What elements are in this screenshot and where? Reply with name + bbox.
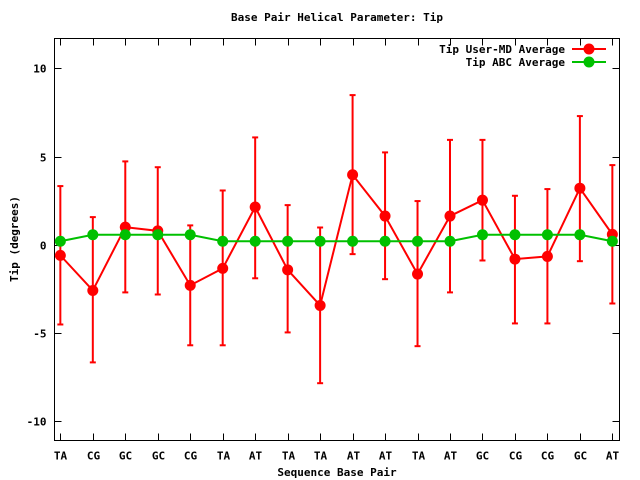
x-tick-label: CG bbox=[509, 450, 523, 463]
data-point bbox=[217, 262, 229, 274]
x-tick-label: TA bbox=[314, 450, 328, 463]
data-point bbox=[574, 229, 586, 241]
y-axis-label: Tip (degrees) bbox=[8, 196, 21, 282]
legend-marker bbox=[583, 56, 595, 68]
legend-marker bbox=[583, 43, 595, 55]
data-point bbox=[412, 268, 424, 280]
data-point bbox=[249, 235, 261, 247]
data-point bbox=[476, 229, 488, 241]
series-abc bbox=[54, 229, 618, 247]
x-tick-label: GC bbox=[119, 450, 132, 463]
series-line bbox=[59, 172, 614, 308]
x-tick-label: AT bbox=[606, 450, 620, 463]
x-tick-label: AT bbox=[249, 450, 263, 463]
data-point bbox=[184, 229, 196, 241]
data-point bbox=[541, 229, 553, 241]
data-point bbox=[574, 182, 586, 194]
plot-area: -10 -5 0 5 10 TA CG GC GC CG TA AT TA TA AT AT TA AT GC CG C… bbox=[27, 38, 620, 463]
y-tick-label: 10 bbox=[33, 63, 46, 76]
data-point bbox=[119, 221, 131, 233]
data-point bbox=[152, 229, 164, 241]
data-point bbox=[314, 299, 326, 311]
x-tick-label: TA bbox=[412, 450, 426, 463]
y-tick-label: -5 bbox=[33, 328, 46, 341]
data-point bbox=[347, 169, 359, 181]
x-tick-label: TA bbox=[217, 450, 231, 463]
x-tick-label: CG bbox=[184, 450, 198, 463]
data-point bbox=[184, 279, 196, 291]
data-point bbox=[541, 250, 553, 262]
y-tick-label: 0 bbox=[40, 240, 47, 253]
y-tick-label: 5 bbox=[40, 152, 47, 165]
data-point bbox=[282, 264, 294, 276]
data-point bbox=[249, 201, 261, 213]
chart-title: Base Pair Helical Parameter: Tip bbox=[231, 11, 443, 24]
data-point bbox=[606, 235, 618, 247]
x-tick-label: AT bbox=[347, 450, 361, 463]
data-point bbox=[314, 235, 326, 247]
data-point bbox=[379, 235, 391, 247]
data-point bbox=[509, 253, 521, 265]
x-tick-label: CG bbox=[541, 450, 555, 463]
series-user-md bbox=[54, 94, 618, 385]
data-point bbox=[54, 249, 66, 261]
x-tick-label: TA bbox=[54, 450, 68, 463]
data-point bbox=[509, 229, 521, 241]
data-point bbox=[347, 235, 359, 247]
x-tick-label: AT bbox=[444, 450, 458, 463]
data-point bbox=[379, 210, 391, 222]
x-tick-label: GC bbox=[574, 450, 587, 463]
y-tick-label: -10 bbox=[27, 416, 47, 429]
data-point bbox=[476, 194, 488, 206]
data-point bbox=[87, 284, 99, 296]
data-point bbox=[217, 235, 229, 247]
legend-label: Tip ABC Average bbox=[466, 56, 566, 69]
data-point bbox=[412, 235, 424, 247]
x-tick-label: TA bbox=[282, 450, 296, 463]
data-point bbox=[119, 229, 131, 241]
x-tick-label: GC bbox=[152, 450, 165, 463]
legend-label: Tip User-MD Average bbox=[439, 43, 565, 56]
x-tick-label: CG bbox=[87, 450, 101, 463]
data-point bbox=[282, 235, 294, 247]
data-point bbox=[444, 235, 456, 247]
x-tick-label: AT bbox=[379, 450, 393, 463]
data-point bbox=[87, 229, 99, 241]
plot-border bbox=[54, 38, 620, 441]
x-tick-label: GC bbox=[476, 450, 489, 463]
x-axis-label: Sequence Base Pair bbox=[277, 466, 397, 479]
data-point bbox=[54, 235, 66, 247]
data-point bbox=[444, 210, 456, 222]
